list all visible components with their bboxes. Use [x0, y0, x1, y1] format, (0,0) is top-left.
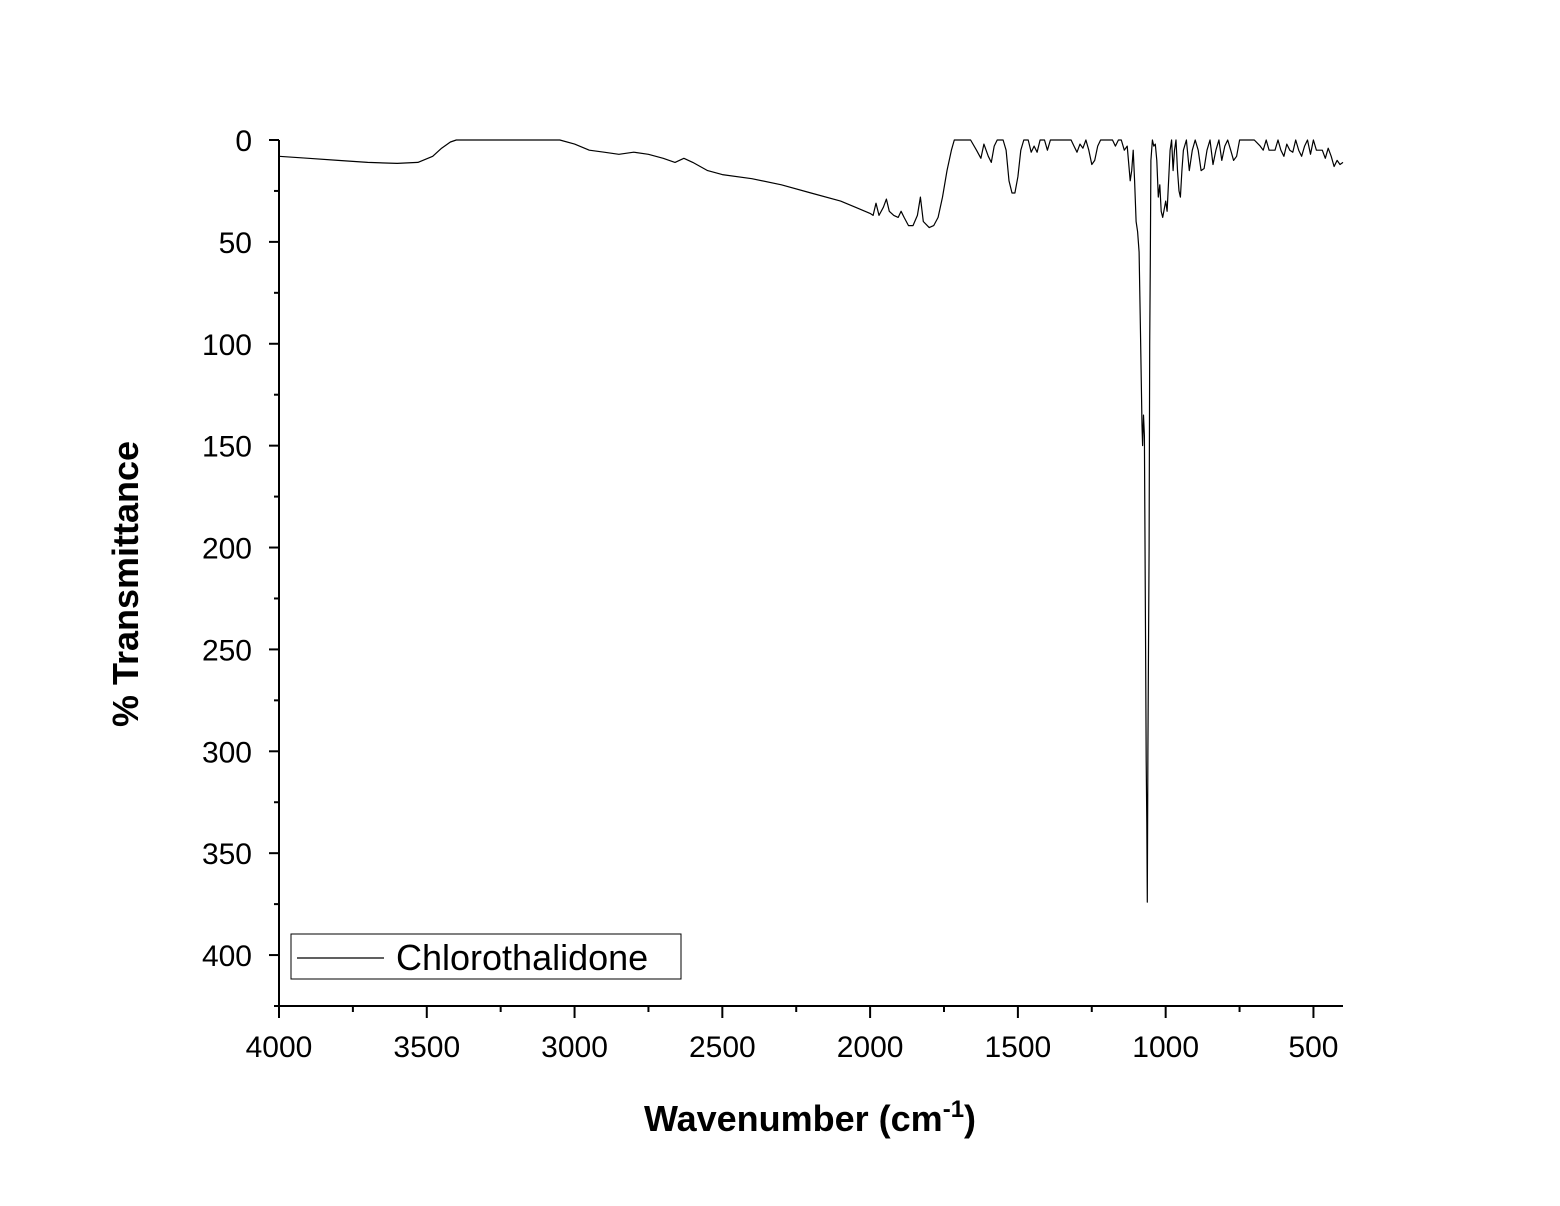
legend-label-chlorothalidone: Chlorothalidone	[396, 937, 648, 978]
plot-area	[278, 139, 1344, 903]
axes: 4000 3500 3000 2500 2000 1500 1000 500 0 50 100 15…	[202, 125, 1343, 1064]
y-tick-label: 50	[219, 227, 252, 260]
x-tick-label: 1500	[985, 1031, 1052, 1064]
x-tick-label: 500	[1288, 1031, 1338, 1064]
x-tick-label: 1000	[1132, 1031, 1199, 1064]
y-axis-title: % Transmittance	[105, 441, 146, 727]
x-axis-title-suffix: )	[964, 1098, 976, 1139]
x-axis-title-superscript: -1	[943, 1096, 964, 1123]
series-line-chlorothalidone	[278, 139, 1344, 903]
legend: Chlorothalidone	[290, 933, 682, 980]
y-tick-label: 150	[202, 431, 252, 464]
y-tick-label: 100	[202, 329, 252, 362]
y-tick-label: 250	[202, 634, 252, 667]
y-ticks: 0 50 100 150 200 250 300 350 400	[202, 125, 279, 1007]
x-tick-label: 2000	[837, 1031, 904, 1064]
y-tick-label: 0	[235, 125, 252, 158]
x-tick-label: 2500	[689, 1031, 756, 1064]
y-tick-label: 400	[202, 940, 252, 973]
x-axis-title: Wavenumber (cm-1)	[644, 1096, 976, 1139]
x-tick-label: 3500	[393, 1031, 460, 1064]
x-axis-title-main: Wavenumber (cm	[644, 1098, 943, 1139]
x-ticks: 4000 3500 3000 2500 2000 1500 1000 500	[246, 1006, 1338, 1064]
y-tick-label: 200	[202, 533, 252, 566]
y-tick-label: 300	[202, 736, 252, 769]
legend-box	[290, 933, 682, 980]
x-tick-label: 4000	[246, 1031, 313, 1064]
y-tick-label: 350	[202, 838, 252, 871]
x-tick-label: 3000	[541, 1031, 608, 1064]
